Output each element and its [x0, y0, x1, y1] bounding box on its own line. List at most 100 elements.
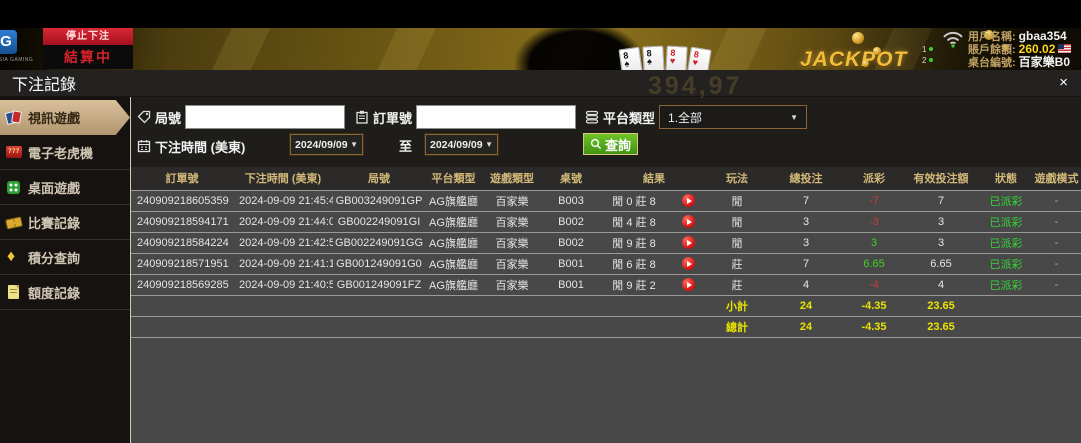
subtotal-label: 小計 — [708, 295, 766, 317]
col-game-type: 遊戲類型 — [482, 167, 542, 191]
platform-type-filter: 平台類型 1.全部 ▼ — [585, 105, 808, 129]
col-order: 訂單號 — [131, 167, 233, 191]
replay-button[interactable] — [681, 194, 695, 207]
table-number-value: 百家樂B0 — [1018, 55, 1071, 69]
bet-records-panel: 下注記錄 × 視訊遊戲 777 電子老虎機 桌面遊戲 比賽 — [0, 70, 1081, 443]
col-total-bet: 總投注 — [766, 167, 846, 191]
heart-icon: ♥ — [691, 57, 699, 68]
date-from-select[interactable]: 2024/09/09 ▼ — [290, 134, 363, 155]
server-icon — [585, 110, 599, 124]
sidebar-item-points-inquiry[interactable]: ♦ 積分查詢 — [0, 240, 130, 275]
coin-decoration — [873, 47, 881, 55]
chevron-down-icon: ▼ — [485, 140, 493, 149]
sidebar-item-label: 比賽記錄 — [28, 215, 81, 231]
status-badge: 已派彩 — [989, 195, 1023, 208]
wifi-icon — [942, 30, 964, 48]
col-table-no: 桌號 — [542, 167, 600, 191]
heart-icon: ♥ — [669, 55, 676, 66]
coin-decoration — [852, 32, 864, 44]
platform-selected-value: 1.全部 — [668, 110, 703, 125]
tag-icon — [137, 110, 151, 124]
coin-decoration — [862, 60, 869, 67]
col-payout: 派彩 — [846, 167, 902, 191]
username-row: 用戶名稱: gbaa354 — [968, 28, 1081, 43]
balance-label: 賬戶餘額: — [968, 43, 1016, 56]
sidebar-item-video-games[interactable]: 視訊遊戲 — [0, 100, 130, 135]
chevron-down-icon: ▼ — [350, 140, 358, 149]
gem-icon: ♦ — [7, 247, 16, 265]
clipboard-icon — [356, 110, 368, 124]
col-round: 局號 — [333, 167, 425, 191]
sidebar-item-label: 桌面遊戲 — [28, 180, 81, 196]
table-number-label: 桌台編號: — [968, 56, 1016, 69]
jackpot-label: JACKPOT — [800, 48, 908, 71]
seat-list: 1 2 — [922, 44, 934, 66]
coin-decoration — [984, 30, 994, 40]
round-number-label: 局號 — [155, 110, 182, 126]
bet-time-filter: 下注時間 (美東) — [137, 134, 245, 158]
close-icon[interactable]: × — [1059, 74, 1068, 91]
online-dot-icon — [929, 47, 934, 51]
total-row: 總計 24 -4.35 23.65 — [131, 316, 1081, 338]
date-from-value: 2024/09/09 — [295, 138, 348, 151]
date-to-select[interactable]: 2024/09/09 ▼ — [425, 134, 498, 155]
calendar-icon — [137, 140, 151, 153]
balance-value: 260.02 — [1018, 41, 1056, 56]
jackpot-amount-ghost: 394,97 — [648, 72, 743, 100]
stop-betting-label: 停止下注 — [43, 28, 133, 45]
username-value: gbaa354 — [1018, 28, 1067, 43]
col-time: 下注時間 (美東) — [233, 167, 333, 191]
panel-title-bar: 下注記錄 × — [0, 70, 1081, 97]
replay-button[interactable] — [681, 215, 695, 228]
col-status: 狀態 — [980, 167, 1032, 191]
replay-button[interactable] — [681, 257, 695, 270]
table-row: 240909218605359 2024-09-09 21:45:40 GB003… — [131, 190, 1081, 212]
table-row: 240909218571951 2024-09-09 21:41:18 GB001… — [131, 253, 1081, 275]
search-icon — [590, 138, 602, 150]
seat-row: 1 — [922, 44, 934, 55]
coin-decoration — [1002, 44, 1009, 51]
cards-icon — [4, 109, 23, 126]
document-icon — [5, 284, 23, 301]
sidebar: 視訊遊戲 777 電子老虎機 桌面遊戲 比賽記錄 ♦ 積分查詢 — [0, 97, 131, 443]
content-area: 局號 訂單號 — [131, 97, 1081, 443]
brand-name: ASIA GAMING — [0, 57, 34, 63]
sidebar-item-slot-machines[interactable]: 777 電子老虎機 — [0, 135, 130, 170]
sidebar-item-credit-records[interactable]: 額度記錄 — [0, 275, 130, 310]
total-label: 總計 — [708, 316, 766, 338]
ticket-icon — [5, 214, 23, 231]
date-to-value: 2024/09/09 — [430, 138, 483, 151]
dice-icon — [5, 179, 23, 196]
seat-row: 2 — [922, 55, 934, 66]
sidebar-item-label: 電子老虎機 — [28, 145, 94, 161]
replay-button[interactable] — [681, 278, 695, 291]
settling-label: 結算中 — [43, 45, 133, 69]
status-banner: 停止下注 結算中 — [43, 28, 133, 69]
col-game-mode: 遊戲模式 — [1032, 167, 1081, 191]
search-button[interactable]: 查詢 — [583, 133, 638, 155]
records-table-zone: 訂單號 下注時間 (美東) 局號 平台類型 遊戲類型 桌號 結果 玩法 總投注 … — [131, 167, 1081, 443]
table-row: 240909218594171 2024-09-09 21:44:06 GB002… — [131, 211, 1081, 233]
status-badge: 已派彩 — [989, 237, 1023, 250]
search-button-label: 查詢 — [604, 137, 631, 153]
col-play-type: 玩法 — [708, 167, 766, 191]
replay-button[interactable] — [681, 236, 695, 249]
order-number-input[interactable] — [416, 105, 577, 129]
user-info: 用戶名稱: gbaa354 賬戶餘額: 260.02 桌台編號: 百家樂B0 — [968, 28, 1081, 69]
round-number-filter: 局號 — [137, 105, 346, 129]
sidebar-item-label: 積分查詢 — [28, 250, 81, 266]
sidebar-item-match-records[interactable]: 比賽記錄 — [0, 205, 130, 240]
subtotal-row: 小計 24 -4.35 23.65 — [131, 295, 1081, 317]
order-number-filter: 訂單號 — [355, 105, 577, 129]
table-row: 240909218584224 2024-09-09 21:42:51 GB002… — [131, 232, 1081, 254]
col-valid-bet: 有效投注額 — [902, 167, 980, 191]
sidebar-item-table-games[interactable]: 桌面遊戲 — [0, 170, 130, 205]
round-number-input[interactable] — [185, 105, 346, 129]
platform-type-label: 平台類型 — [603, 110, 656, 126]
chevron-down-icon: ▼ — [790, 112, 799, 122]
us-flag-icon — [1058, 44, 1072, 53]
panel-body: 視訊遊戲 777 電子老虎機 桌面遊戲 比賽記錄 ♦ 積分查詢 — [0, 97, 1081, 443]
platform-select[interactable]: 1.全部 ▼ — [659, 105, 808, 129]
table-number-row: 桌台編號: 百家樂B0 — [968, 55, 1081, 69]
